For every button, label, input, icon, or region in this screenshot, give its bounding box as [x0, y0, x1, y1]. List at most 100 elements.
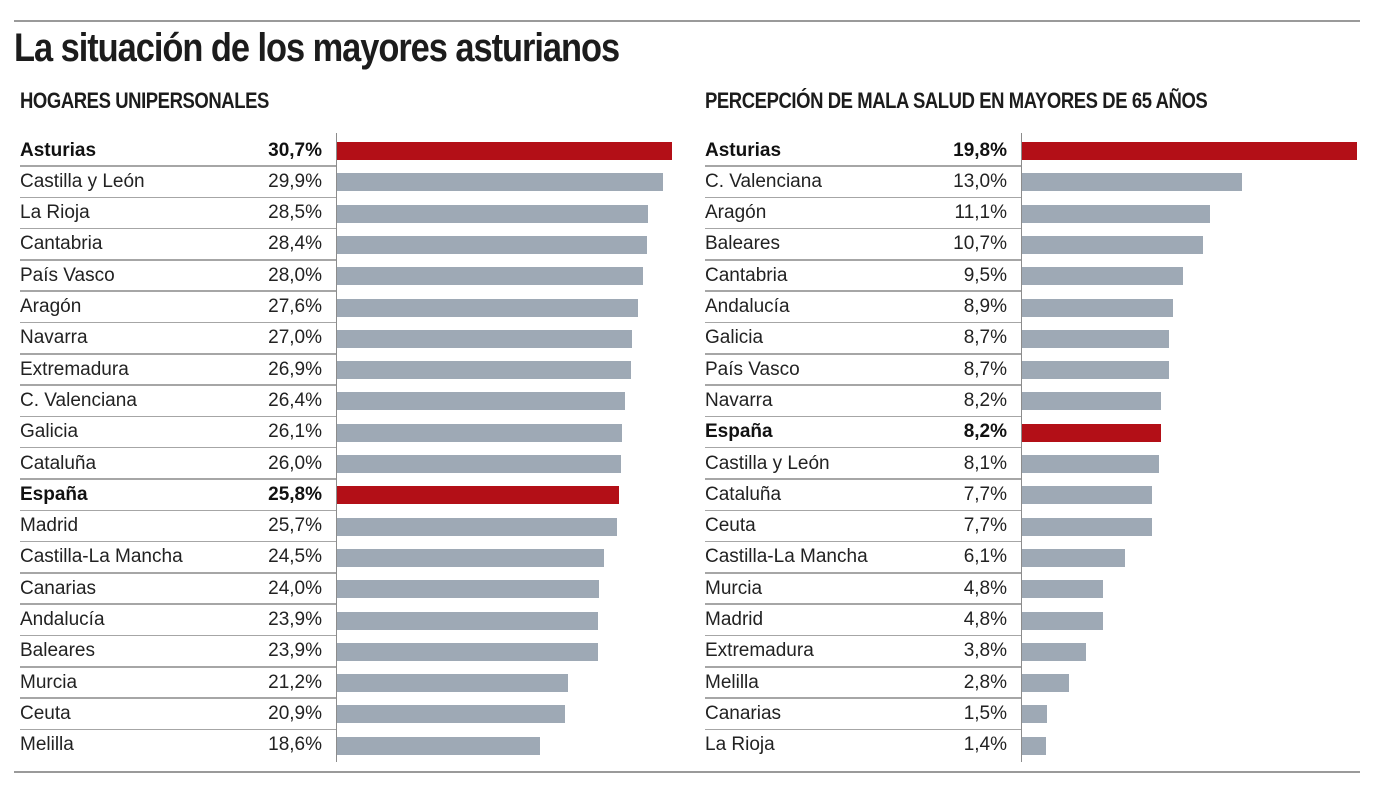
data-label: 30,7% [268, 139, 322, 161]
bar [337, 298, 639, 317]
data-label: 9,5% [963, 264, 1007, 286]
category-label: España [20, 483, 88, 505]
row-separator [705, 321, 1021, 324]
bar [1022, 517, 1153, 536]
data-label: 23,9% [268, 640, 322, 662]
chart-row: Aragón 27,6% [20, 292, 336, 324]
chart-row: Castilla y León 29,9% [20, 167, 336, 199]
category-label: Melilla [705, 671, 759, 693]
data-label: 1,5% [963, 702, 1007, 724]
bar [1022, 392, 1161, 411]
chart-row: Navarra 27,0% [20, 323, 336, 355]
category-label: Canarias [20, 577, 97, 599]
data-label: 19,8% [953, 139, 1007, 161]
data-label: 8,1% [963, 452, 1007, 474]
category-label: Cataluña [705, 483, 782, 505]
category-label: Ceuta [20, 702, 71, 724]
data-label: 18,6% [268, 734, 322, 756]
data-label: 10,7% [953, 233, 1007, 255]
bar [337, 580, 599, 599]
category-label: Extremadura [705, 640, 814, 662]
chart-row: Andalucía 23,9% [20, 605, 336, 637]
category-label: Asturias [705, 139, 782, 161]
category-label: Navarra [20, 327, 88, 349]
data-label: 8,7% [963, 358, 1007, 380]
category-label: Ceuta [705, 515, 756, 537]
y-axis [336, 133, 337, 762]
category-label: Castilla y León [20, 170, 145, 192]
category-label: Madrid [705, 609, 764, 630]
chart-row: España 25,8% [20, 480, 336, 512]
row-separator [20, 415, 336, 418]
chart-row: País Vasco 8,7% [705, 355, 1021, 386]
bar [337, 173, 664, 192]
y-axis [1021, 133, 1022, 762]
data-label: 28,4% [268, 233, 322, 255]
category-label: Murcia [20, 671, 78, 693]
category-label: España [705, 421, 773, 443]
bar [1022, 486, 1153, 505]
data-label: 2,8% [963, 671, 1007, 693]
chart-row: Ceuta 20,9% [20, 699, 336, 731]
chart-row: Cataluña 7,7% [705, 480, 1021, 512]
data-label: 26,9% [268, 358, 322, 380]
row-separator [705, 509, 1021, 512]
bar [1022, 705, 1048, 724]
chart-row: Ceuta 7,7% [705, 511, 1021, 543]
data-label: 13,0% [953, 170, 1007, 192]
page-title: La situación de los mayores asturianos [14, 26, 620, 70]
row-separator [705, 196, 1021, 199]
row-separator [705, 603, 1021, 605]
bar [337, 705, 566, 724]
data-label: 11,1% [954, 202, 1007, 224]
bar [337, 611, 598, 630]
data-label: 24,0% [268, 577, 322, 599]
row-separator [20, 353, 336, 355]
category-label: País Vasco [705, 358, 800, 380]
row-separator [20, 384, 336, 386]
bar [337, 267, 643, 286]
category-label: Cantabria [20, 233, 103, 255]
category-label: Baleares [705, 233, 780, 255]
data-label: 25,8% [268, 483, 322, 505]
row-separator [705, 540, 1021, 543]
category-label: Murcia [705, 577, 763, 599]
bar [337, 548, 605, 567]
chart-row: Castilla-La Mancha 24,5% [20, 542, 336, 574]
chart-row: España 8,2% [705, 417, 1021, 449]
data-label: 25,7% [268, 515, 322, 537]
bar [1022, 455, 1160, 473]
category-label: Galicia [705, 327, 764, 349]
row-separator [20, 728, 336, 731]
row-separator [20, 196, 336, 199]
bar [337, 674, 569, 693]
row-separator [705, 165, 1021, 167]
bar [337, 455, 621, 473]
category-label: Castilla-La Mancha [20, 546, 183, 568]
data-label: 21,2% [268, 671, 322, 693]
chart-row: Andalucía 8,9% [705, 292, 1021, 324]
bar [337, 204, 648, 223]
row-separator [705, 227, 1021, 230]
data-label: 26,4% [268, 389, 322, 411]
category-label: La Rioja [20, 202, 90, 224]
category-label: País Vasco [20, 264, 115, 286]
bar [1022, 267, 1183, 286]
chart-row: Baleares 23,9% [20, 636, 336, 668]
data-label: 4,8% [963, 609, 1007, 630]
data-label: 23,9% [268, 609, 322, 630]
row-separator [705, 353, 1021, 355]
bar [1022, 611, 1104, 630]
chart-row: Castilla-La Mancha 6,1% [705, 542, 1021, 574]
category-label: Cantabria [705, 264, 788, 286]
data-label: 29,9% [268, 170, 322, 192]
row-separator [705, 728, 1021, 731]
category-label: Melilla [20, 734, 74, 756]
row-separator [20, 697, 336, 699]
bar [1022, 736, 1046, 755]
chart-row: Galicia 8,7% [705, 323, 1021, 355]
chart-row: C. Valenciana 26,4% [20, 386, 336, 418]
row-separator [20, 666, 336, 668]
chart-row: Cataluña 26,0% [20, 449, 336, 480]
bar [1022, 173, 1242, 192]
